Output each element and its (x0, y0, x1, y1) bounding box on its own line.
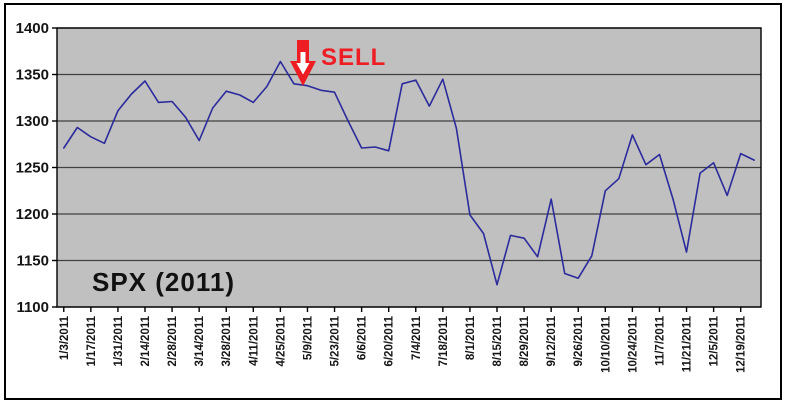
x-axis-label: 10/24/2011 (627, 315, 639, 373)
x-axis-label: 5/23/2011 (330, 315, 342, 366)
y-axis-label: 1100 (16, 299, 49, 316)
x-axis-label: 12/19/2011 (736, 315, 748, 373)
x-axis-label: 8/15/2011 (492, 315, 504, 366)
x-axis-label: 11/7/2011 (654, 315, 666, 365)
y-axis-label: 1400 (16, 20, 49, 37)
x-axis-label: 5/9/2011 (302, 315, 314, 360)
x-axis-label: 1/17/2011 (86, 315, 98, 366)
x-axis-label: 1/31/2011 (113, 315, 125, 366)
plot-border (56, 27, 762, 308)
y-axis-label: 1350 (16, 67, 49, 84)
sell-label: SELL (321, 44, 386, 71)
x-axis-label: 8/29/2011 (519, 315, 531, 366)
price-line (62, 60, 756, 286)
x-axis-label: 2/14/2011 (140, 315, 152, 366)
x-axis-label: 3/28/2011 (221, 315, 233, 366)
x-axis-label: 1/3/2011 (59, 315, 71, 360)
x-axis-label: 3/14/2011 (194, 315, 206, 366)
x-axis-label: 7/18/2011 (438, 315, 450, 366)
x-axis-label: 12/5/2011 (709, 315, 721, 366)
y-axis-label: 1250 (16, 160, 49, 177)
x-axis-label: 6/6/2011 (357, 315, 369, 360)
series-label: SPX (2011) (92, 267, 235, 297)
x-axis-label: 10/10/2011 (600, 315, 612, 373)
y-axis-label: 1300 (16, 113, 49, 130)
y-axis-label: 1200 (16, 206, 49, 223)
x-axis-label: 7/4/2011 (411, 315, 423, 360)
x-axis-label: 2/28/2011 (167, 315, 179, 366)
x-axis-label: 9/12/2011 (546, 315, 558, 366)
x-axis-label: 4/11/2011 (248, 315, 260, 365)
x-axis-label: 6/20/2011 (384, 315, 396, 366)
plot-generated: 1400 1350 1300 1250 1200 1150 1100 1/3/2011 1/17… (16, 20, 762, 373)
x-axis-label: 9/26/2011 (573, 315, 585, 366)
x-axis-label: 4/25/2011 (275, 315, 287, 366)
x-axis-label: 11/21/2011 (682, 315, 694, 372)
sell-annotation: SELL (290, 40, 386, 86)
y-axis-label: 1150 (16, 253, 49, 270)
sell-arrow-inner-icon (296, 52, 310, 75)
x-axis-label: 8/1/2011 (465, 315, 477, 360)
